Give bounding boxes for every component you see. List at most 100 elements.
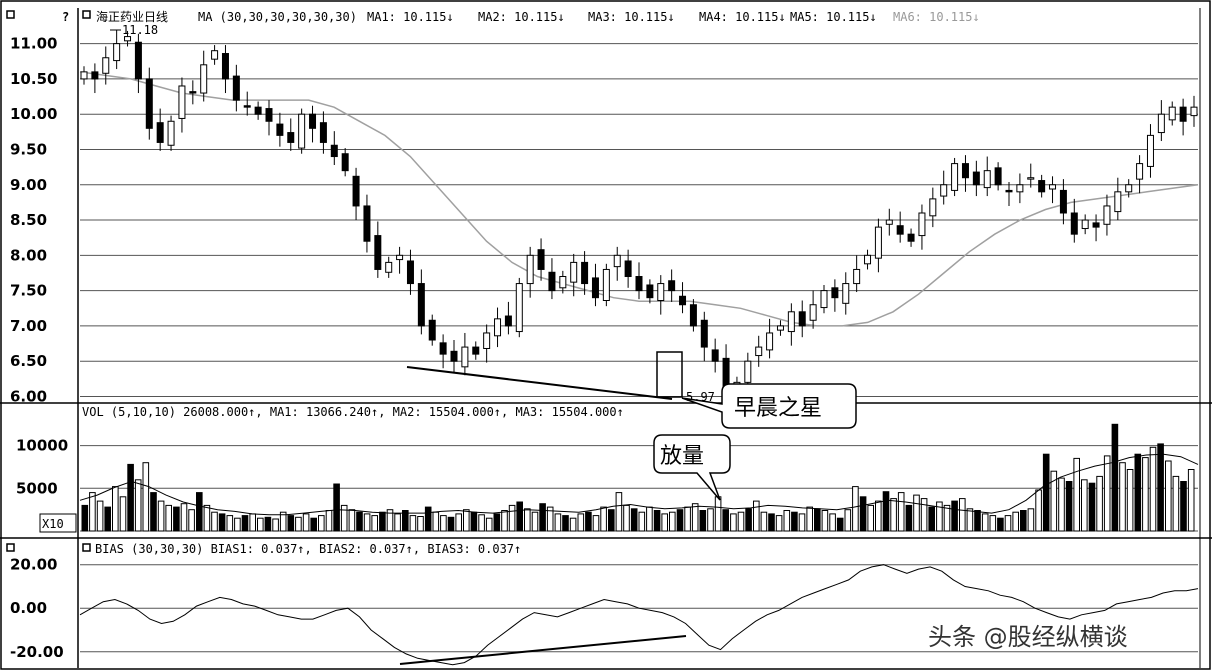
volume-bar bbox=[714, 496, 722, 532]
candle-body bbox=[352, 175, 360, 207]
volume-bar bbox=[768, 513, 775, 532]
volume-bar bbox=[691, 503, 699, 532]
volume-bar bbox=[974, 510, 981, 532]
volume-bar bbox=[455, 513, 462, 532]
candle-body bbox=[1103, 205, 1111, 225]
volume-bar bbox=[1065, 481, 1073, 532]
volume-bar bbox=[1081, 479, 1088, 532]
volume-bar bbox=[348, 509, 356, 532]
candle-body bbox=[787, 311, 795, 333]
volume-bar bbox=[852, 486, 859, 532]
candle-body bbox=[951, 163, 959, 191]
volume-bar bbox=[524, 508, 531, 532]
volume-bar bbox=[104, 506, 112, 532]
settings-mark[interactable]: ? bbox=[62, 10, 69, 24]
volume-bar bbox=[112, 486, 119, 532]
volume-bar bbox=[157, 500, 165, 532]
candle-body bbox=[341, 153, 349, 172]
volume-bar bbox=[814, 508, 821, 532]
candle-body bbox=[1157, 113, 1165, 134]
volume-bar bbox=[1020, 510, 1027, 532]
volume-bar bbox=[1096, 475, 1103, 532]
volume-bar bbox=[127, 463, 134, 532]
volume-bar bbox=[638, 511, 646, 532]
volume-bar bbox=[1058, 477, 1065, 532]
candle-body bbox=[983, 170, 991, 189]
morning-star-box bbox=[656, 351, 683, 398]
volume-bar bbox=[150, 492, 157, 532]
volume-bar bbox=[844, 509, 852, 532]
volume-bar bbox=[737, 511, 745, 532]
candle-body bbox=[276, 123, 284, 136]
volume-bar bbox=[539, 503, 546, 532]
candle-body bbox=[298, 113, 306, 149]
volume-bar bbox=[684, 506, 691, 532]
candle-body bbox=[91, 71, 99, 80]
candle-body bbox=[374, 235, 382, 270]
volume-bar bbox=[89, 492, 96, 532]
volume-bar bbox=[836, 517, 844, 532]
volume-bar bbox=[1012, 511, 1020, 532]
volume-bar bbox=[1088, 482, 1096, 532]
candle-body bbox=[1146, 134, 1154, 167]
volume-bar bbox=[363, 513, 371, 532]
volume-bar bbox=[531, 511, 539, 532]
candle-body bbox=[1081, 219, 1089, 230]
candle-body bbox=[548, 271, 556, 292]
candle-body bbox=[570, 261, 578, 283]
ma6-readout: MA6: 10.115↓ bbox=[893, 10, 980, 24]
volume-bar bbox=[1180, 481, 1187, 532]
volume-bar bbox=[394, 513, 401, 532]
price-y-tick-label: 8.00 bbox=[10, 246, 47, 264]
candle-body bbox=[711, 349, 719, 362]
volume-bar bbox=[1149, 446, 1157, 532]
volume-bar bbox=[600, 506, 607, 532]
volume-unit-label: X10 bbox=[42, 517, 64, 531]
candle-body bbox=[668, 280, 676, 292]
volume-bar bbox=[272, 518, 279, 532]
volume-bar bbox=[608, 509, 615, 532]
candle-body bbox=[330, 144, 338, 158]
volume-bar bbox=[508, 504, 516, 532]
candle-body bbox=[396, 254, 404, 261]
candle-body bbox=[907, 233, 915, 242]
candle-body bbox=[483, 332, 491, 349]
candle-body bbox=[1136, 163, 1144, 180]
volume-bar bbox=[951, 500, 958, 532]
bias-y-tick-label: 20.00 bbox=[10, 556, 57, 574]
candle-body bbox=[1179, 106, 1187, 122]
volume-bar bbox=[1035, 489, 1042, 532]
volume-bar bbox=[1073, 457, 1081, 532]
volume-bar bbox=[623, 504, 630, 532]
volume-bars bbox=[81, 423, 1195, 532]
volume-bar bbox=[730, 513, 737, 532]
volume-bar bbox=[1119, 462, 1126, 532]
volume-bar bbox=[196, 492, 203, 532]
price-y-tick-labels: 11.00 10.50 10.00 9.50 9.00 8.50 8.00 7.50 7.00 6… bbox=[10, 35, 57, 406]
volume-bar bbox=[134, 479, 142, 532]
volume-bar bbox=[287, 515, 295, 532]
candle-body bbox=[929, 198, 937, 217]
candle-body bbox=[124, 36, 132, 42]
candle-body bbox=[635, 276, 643, 292]
candle-body bbox=[515, 283, 523, 333]
volume-bar bbox=[1134, 453, 1142, 532]
volume-bar bbox=[295, 516, 302, 532]
volume-bar bbox=[218, 513, 226, 532]
watermark: 头条 @股经纵横谈 bbox=[928, 623, 1128, 651]
volume-bar bbox=[875, 500, 882, 532]
candle-body bbox=[646, 284, 654, 299]
candle-body bbox=[211, 50, 219, 60]
bias-line bbox=[79, 564, 1199, 666]
candle-body bbox=[700, 319, 708, 348]
candle-body bbox=[254, 106, 262, 115]
volume-bar bbox=[1004, 515, 1012, 532]
volume-bar bbox=[356, 511, 363, 532]
candle-body bbox=[679, 295, 687, 306]
volume-bar bbox=[279, 511, 287, 532]
volume-ma-line bbox=[79, 453, 1199, 516]
candle-body bbox=[102, 57, 110, 74]
candle-body bbox=[1114, 191, 1122, 213]
candle-body bbox=[1190, 106, 1198, 117]
